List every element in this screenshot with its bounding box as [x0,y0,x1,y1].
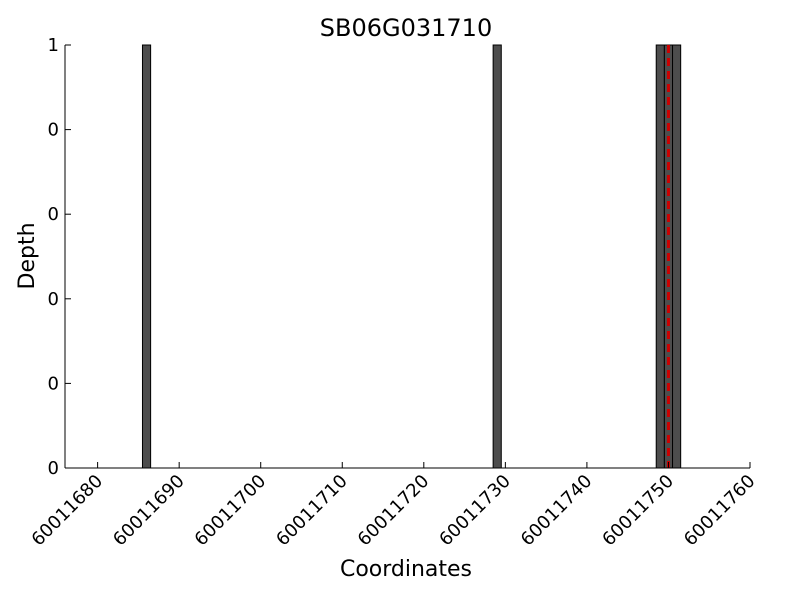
bar-2 [655,44,665,469]
x-tick-label-8: 60011760 [680,471,760,551]
x-tick-label-3: 60011710 [272,471,352,551]
y-tick-label-5: 1 [48,35,59,56]
x-tick-label-7: 60011750 [598,471,678,551]
axes-group [64,45,750,469]
y-tick-label-2: 0 [48,289,59,310]
ticks-group: 60011680 60011690 60011700 60011710 60011720… [28,35,760,550]
bar-4 [672,44,682,469]
y-tick-label-4: 0 [48,120,59,141]
x-tick-label-1: 60011690 [109,471,189,551]
y-tick-label-1: 0 [48,373,59,394]
y-axis-label: Depth [15,222,40,289]
y-tick-label-0: 0 [48,458,59,479]
x-tick-label-5: 60011730 [435,471,515,551]
y-tick-label-3: 0 [48,204,59,225]
x-tick-label-4: 60011720 [354,471,434,551]
x-tick-label-2: 60011700 [191,471,271,551]
chart-title: SB06G031710 [320,14,492,42]
bar-1 [492,44,502,469]
x-tick-label-0: 60011680 [28,471,108,551]
x-tick-label-6: 60011740 [517,471,597,551]
bars-group [141,44,682,469]
x-axis-label: Coordinates [340,557,472,582]
bar-0 [141,44,152,469]
